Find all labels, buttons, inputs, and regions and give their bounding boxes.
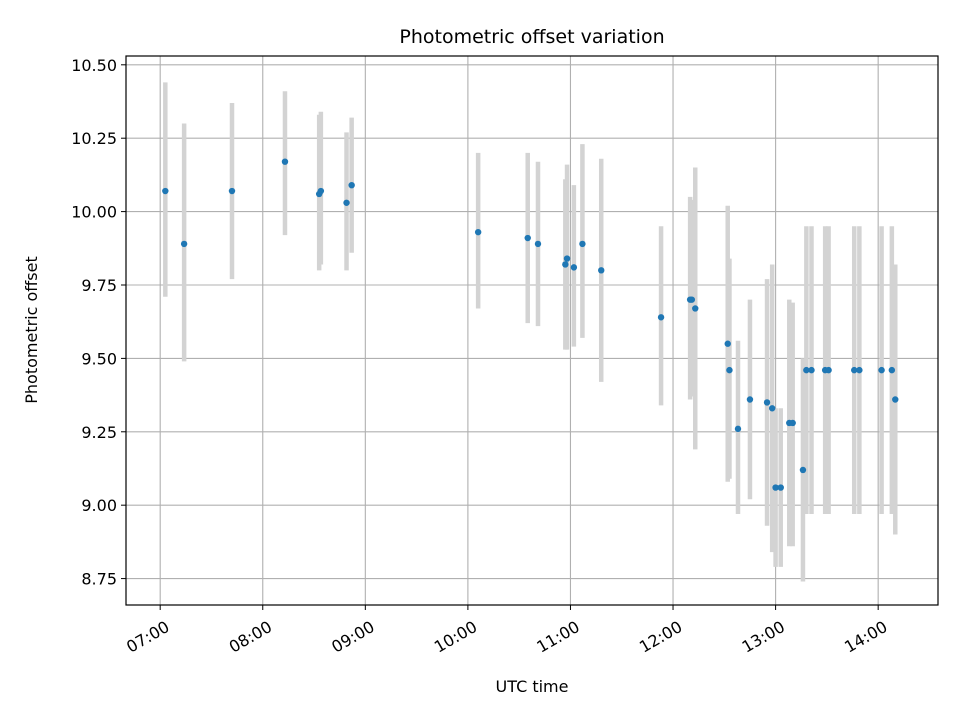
- data-point: [803, 366, 810, 374]
- data-point: [777, 484, 784, 491]
- y-tick-label: 10.00: [71, 203, 117, 222]
- data-point: [878, 366, 885, 374]
- data-point: [317, 187, 325, 195]
- data-point: [746, 396, 754, 403]
- y-tick-label: 9.25: [81, 423, 117, 442]
- plot-frame: [125, 55, 939, 606]
- data-point: [772, 484, 779, 491]
- data-point: [825, 366, 832, 374]
- data-point: [562, 261, 569, 268]
- data-point: [851, 366, 858, 374]
- data-point: [474, 228, 482, 236]
- y-tick-label: 10.25: [71, 129, 117, 148]
- y-tick-label: 10.50: [71, 56, 117, 75]
- data-point: [598, 267, 605, 274]
- y-tick-label: 9.00: [81, 496, 117, 515]
- data-point: [534, 240, 542, 248]
- grid-layer: [126, 56, 938, 605]
- data-point: [763, 399, 771, 406]
- y-tick-label: 9.50: [81, 349, 117, 368]
- data-point: [563, 255, 571, 262]
- data-point: [281, 158, 289, 165]
- data-point: [724, 340, 731, 347]
- y-axis-label: Photometric offset: [22, 256, 41, 404]
- y-axis: 8.75 9.00 9.25 9.50 9.75 10.00 10.25 10.50: [71, 56, 126, 589]
- data-point: [789, 419, 796, 427]
- data-point: [570, 264, 578, 271]
- chart-title: Photometric offset variation: [399, 26, 664, 48]
- data-point: [688, 296, 696, 303]
- data-point: [856, 366, 863, 374]
- data-point: [799, 466, 807, 474]
- data-point: [726, 366, 733, 374]
- data-point: [579, 240, 586, 248]
- data-point: [808, 366, 815, 374]
- data-point: [524, 234, 531, 242]
- data-point: [228, 187, 236, 195]
- y-tick-label: 8.75: [81, 570, 117, 589]
- data-point: [888, 366, 896, 374]
- x-axis-label: UTC time: [496, 677, 569, 696]
- data-point: [892, 396, 899, 403]
- data-point: [180, 240, 188, 248]
- data-point: [734, 425, 742, 433]
- data-point: [343, 199, 350, 206]
- data-point: [768, 405, 776, 412]
- data-point: [692, 305, 699, 312]
- y-tick-label: 9.75: [81, 276, 117, 295]
- data-point: [657, 314, 665, 321]
- data-point: [162, 187, 169, 195]
- point-layer: [162, 158, 899, 491]
- data-point: [348, 181, 355, 189]
